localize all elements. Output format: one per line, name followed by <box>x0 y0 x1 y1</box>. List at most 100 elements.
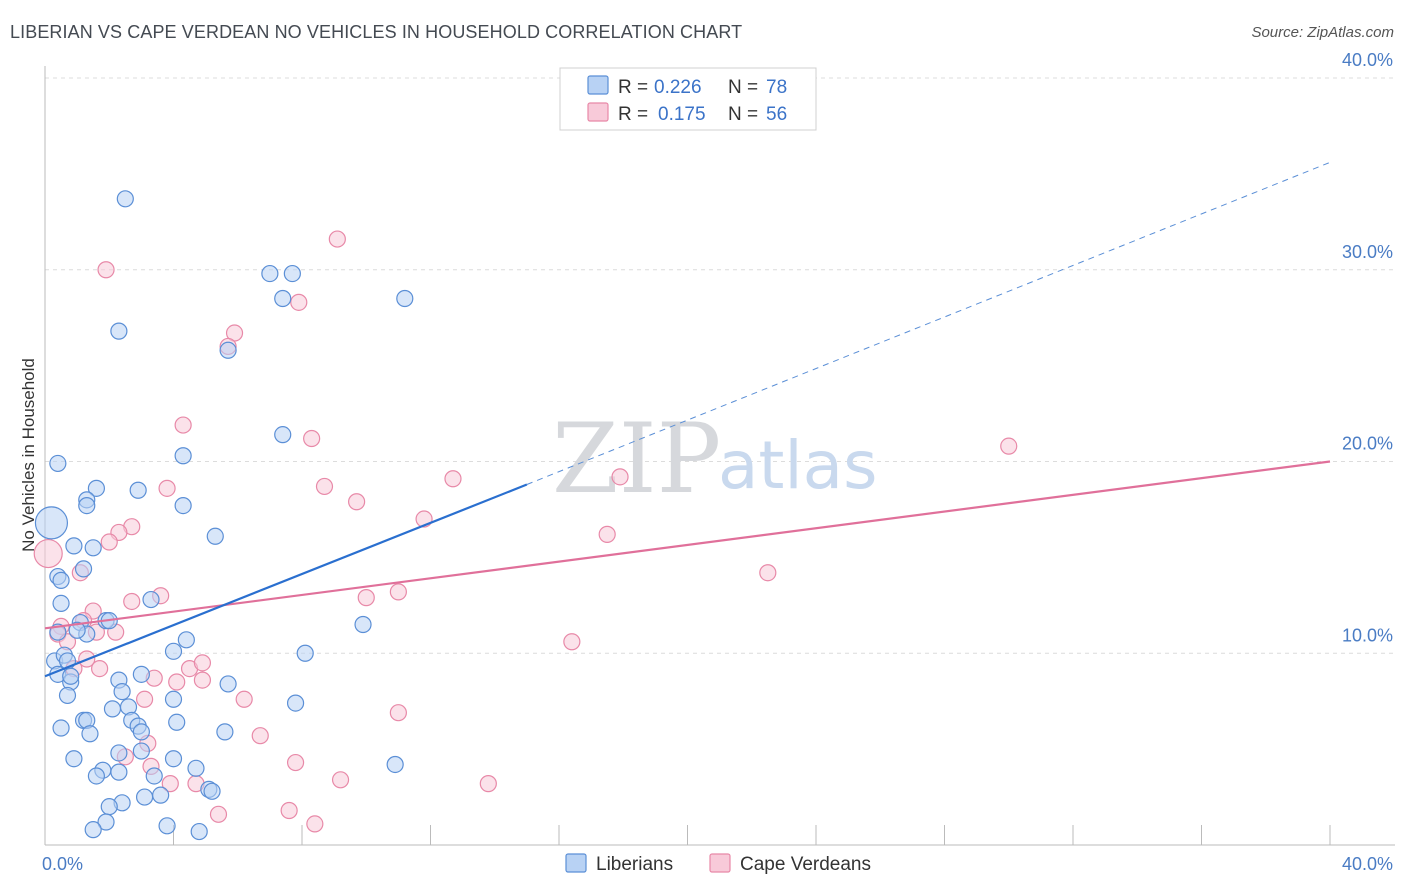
cape-verdean-point <box>348 493 366 511</box>
cape-verdean-point <box>303 429 321 448</box>
liberian-point <box>354 615 372 634</box>
liberian-point <box>164 690 183 708</box>
cape-verdean-point <box>91 659 109 678</box>
watermark-zip: ZIP <box>552 403 721 515</box>
cape-verdean-point <box>161 775 179 793</box>
cape-verdean-point <box>209 805 228 823</box>
liberian-point <box>87 767 106 785</box>
cape-verdean-point <box>331 771 350 789</box>
liberian-point <box>142 590 160 609</box>
liberian-point <box>84 821 102 839</box>
liberian-point <box>206 527 224 545</box>
bottom-legend-swatch-liberians <box>565 853 587 873</box>
cape-verdean-point <box>290 293 308 311</box>
liberian-point <box>52 719 70 737</box>
liberian-point <box>145 767 163 785</box>
cape-verdean-point <box>251 727 269 745</box>
liberian-point <box>100 798 118 816</box>
x-tick-label-max: 40.0% <box>1342 854 1393 874</box>
liberian-points <box>34 190 414 841</box>
cape-verdean-point <box>444 470 462 488</box>
liberian-point <box>103 700 122 718</box>
legend-r-value-2: 0.175 <box>658 104 706 125</box>
bottom-legend-liberians: Liberians <box>596 854 673 875</box>
liberian-point <box>34 506 69 540</box>
liberian-point <box>87 479 106 497</box>
liberian-point <box>129 481 147 499</box>
liberian-point <box>296 644 314 662</box>
liberian-point <box>152 786 170 804</box>
liberian-point <box>168 713 186 731</box>
liberian-point <box>164 750 183 768</box>
liberian-point <box>203 782 221 800</box>
legend-swatch-cape-verdeans <box>587 102 609 122</box>
cape-verdean-point <box>611 468 629 486</box>
liberian-point <box>65 537 83 555</box>
watermark-atlas: atlas <box>718 427 878 504</box>
y-axis-title: No Vehicles in Household <box>19 358 38 552</box>
chart-title: LIBERIAN VS CAPE VERDEAN NO VEHICLES IN … <box>10 22 743 42</box>
y-tick-label-30: 30.0% <box>1342 242 1393 262</box>
liberian-point <box>58 686 77 705</box>
cape-verdean-point <box>357 589 375 607</box>
liberian-point <box>135 788 154 806</box>
liberian-point <box>274 426 292 444</box>
liberian-point <box>113 682 131 701</box>
liberian-point <box>164 642 183 660</box>
cape-verdean-point <box>598 525 616 543</box>
cape-verdean-point <box>174 416 192 434</box>
liberian-point <box>78 497 96 515</box>
cape-verdean-point <box>328 230 346 248</box>
liberian-point <box>62 667 80 685</box>
liberian-point <box>97 813 115 831</box>
liberian-point <box>158 817 176 835</box>
liberian-point <box>177 631 195 649</box>
correlation-legend: R = 0.226 N = 78 R = 0.175 N = 56 <box>559 67 817 131</box>
liberian-point <box>396 289 414 308</box>
cape-verdean-point <box>193 654 212 672</box>
legend-n-label-2: N = <box>728 104 758 125</box>
liberian-trend-line <box>44 483 528 678</box>
liberian-point <box>216 723 234 741</box>
cape-verdean-point <box>759 564 777 582</box>
bottom-legend-swatch-cape-verdeans <box>709 853 731 873</box>
liberian-point <box>65 750 83 768</box>
y-tick-label-40: 40.0% <box>1342 50 1393 70</box>
cape-verdean-trend-line <box>44 460 1331 630</box>
liberian-point <box>174 447 192 465</box>
liberian-point <box>219 675 237 693</box>
cape-verdean-point <box>389 583 407 601</box>
liberian-point <box>132 742 150 760</box>
liberian-point <box>274 289 292 308</box>
cape-verdean-point <box>158 479 176 497</box>
cape-verdean-point <box>235 690 253 708</box>
cape-verdean-point <box>286 753 305 772</box>
liberian-point <box>386 755 404 774</box>
liberian-point <box>49 454 67 473</box>
cape-verdean-point <box>123 592 141 611</box>
cape-verdean-point <box>563 633 581 651</box>
y-tick-label-10: 10.0% <box>1342 625 1393 645</box>
legend-r-label-1: R = <box>618 77 648 98</box>
cape-verdean-point <box>168 673 186 691</box>
grid-lines <box>45 77 1395 654</box>
liberian-point <box>52 571 70 589</box>
x-tick-labels: 0.0% 40.0% <box>42 854 1393 874</box>
liberian-point <box>174 497 192 515</box>
cape-verdean-point <box>97 261 115 279</box>
liberian-point <box>187 759 205 777</box>
cape-verdean-point <box>1000 437 1018 455</box>
liberian-point <box>132 723 150 741</box>
cape-verdean-point <box>280 801 298 820</box>
y-tick-labels: 10.0% 20.0% 30.0% 40.0% <box>1342 50 1393 645</box>
legend-n-value-2: 56 <box>766 104 787 125</box>
cape-verdean-points <box>33 230 1018 833</box>
liberian-point <box>219 341 237 359</box>
y-tick-label-20: 20.0% <box>1342 434 1393 454</box>
liberian-point <box>84 539 102 557</box>
liberian-point <box>261 264 279 283</box>
liberian-point <box>110 322 128 340</box>
liberian-point <box>190 822 208 841</box>
legend-n-value-1: 78 <box>766 77 787 98</box>
